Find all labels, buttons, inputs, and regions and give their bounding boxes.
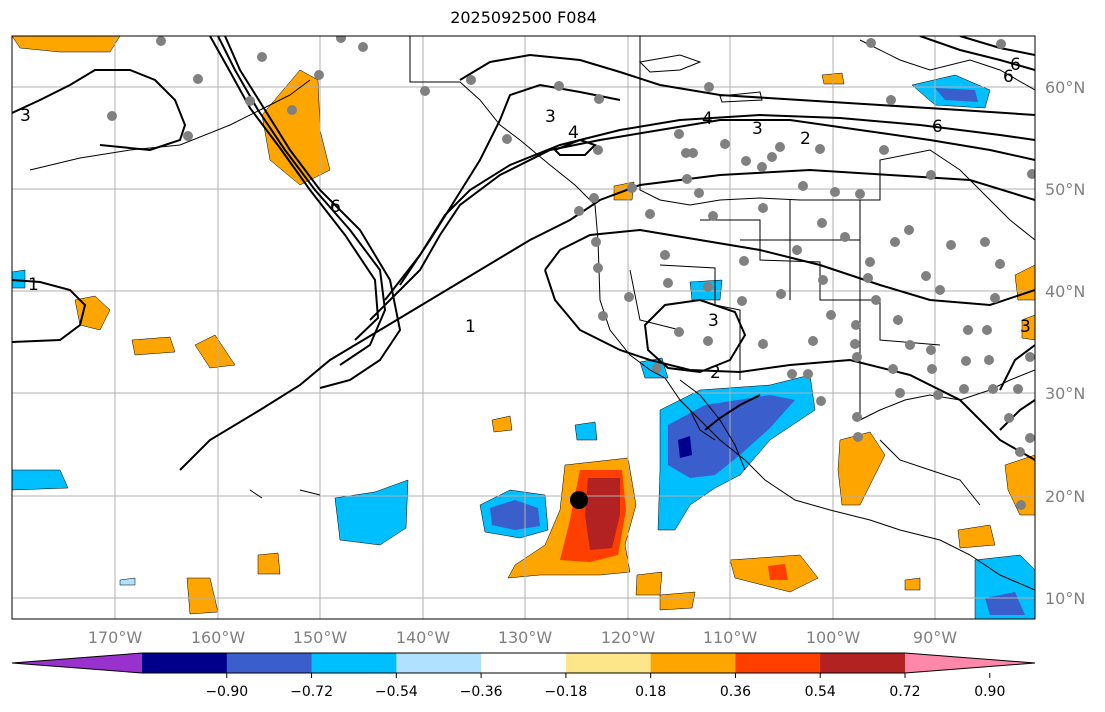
colorbar-tick-label: −0.18: [544, 684, 587, 700]
contour-label: 6: [1010, 55, 1021, 75]
colorbar-bin: [226, 653, 313, 673]
lat-tick-label: 30°N: [1045, 384, 1085, 403]
contour-label: 4: [568, 123, 579, 143]
colorbar-bin: [820, 653, 906, 673]
lon-tick-label: 170°W: [88, 628, 143, 647]
colorbar-bin: [735, 653, 821, 673]
negative-anomaly: [574, 421, 598, 441]
anomaly-shading: [12, 36, 1035, 619]
positive-anomaly: [635, 571, 663, 596]
lon-tick-label: 110°W: [703, 628, 758, 647]
positive-anomaly: [12, 36, 121, 53]
map-frame: [11, 35, 1036, 620]
colorbar-bin: [396, 653, 482, 673]
colorbar-bin: [565, 653, 652, 673]
lon-tick-label: 90°W: [913, 628, 957, 647]
negative-anomaly: [678, 436, 692, 458]
positive-anomaly: [1021, 314, 1035, 341]
colorbar-tick-label: 0.54: [805, 684, 836, 700]
contour-lines: [12, 36, 1035, 471]
contour-label: 1: [28, 275, 39, 295]
lon-tick-label: 160°W: [191, 628, 246, 647]
longitude-labels: 170°W 160°W 150°W 140°W 130°W 120°W 110°…: [88, 628, 957, 647]
graticule: [12, 36, 1035, 619]
positive-anomaly: [659, 591, 696, 611]
colorbar-bin: [142, 653, 228, 673]
negative-anomaly: [12, 469, 69, 491]
positive-anomaly: [194, 334, 236, 369]
lon-tick-label: 130°W: [498, 628, 553, 647]
lon-tick-label: 140°W: [396, 628, 451, 647]
positive-anomaly: [837, 431, 886, 506]
negative-anomaly: [935, 88, 978, 102]
positive-anomaly: [768, 564, 788, 580]
contour-label: 6: [932, 117, 943, 137]
negative-anomaly: [668, 395, 795, 478]
colorbar-tick-label: −0.36: [460, 684, 503, 700]
contour-label: 6: [330, 197, 341, 217]
positive-anomaly: [261, 69, 331, 186]
colorbar-extend-low: [12, 653, 142, 673]
colorbar-tick-label: 0.90: [974, 684, 1005, 700]
storm-center-marker: [570, 491, 588, 509]
positive-anomaly: [904, 577, 921, 591]
contour-label-group: 3 6 3 4 4 3 2 6 6 1 1 3 2 3 6: [20, 55, 1031, 383]
colorbar-tick-label: 0.36: [720, 684, 751, 700]
colorbar-tick-label: −0.54: [375, 684, 418, 700]
lat-tick-label: 10°N: [1045, 589, 1085, 608]
positive-anomaly: [257, 552, 281, 575]
positive-anomaly: [957, 524, 996, 549]
contour-label: 1: [465, 317, 476, 337]
colorbar-tick-label: 0.72: [889, 684, 920, 700]
map-title: 2025092500 F084: [450, 8, 597, 27]
lon-tick-label: 100°W: [806, 628, 861, 647]
lat-tick-label: 20°N: [1045, 487, 1085, 506]
colorbar-outline: [11, 652, 1036, 674]
positive-anomaly: [491, 415, 513, 433]
colorbar-tick-label: 0.18: [635, 684, 666, 700]
colorbar-tick-label: −0.72: [290, 684, 333, 700]
contour-label: 2: [800, 129, 811, 149]
lat-tick-label: 50°N: [1045, 180, 1085, 199]
negative-anomaly: [119, 577, 136, 586]
colorbar-tick-label: −0.90: [205, 684, 248, 700]
contour-label: 3: [752, 119, 763, 139]
station-markers: [107, 36, 1035, 510]
contour-label: 3: [1020, 317, 1031, 337]
latitude-labels: 60°N 50°N 40°N 30°N 20°N 10°N: [1045, 78, 1085, 608]
colorbar-bin: [481, 653, 567, 673]
lat-tick-label: 60°N: [1045, 78, 1085, 97]
lat-tick-label: 40°N: [1045, 282, 1085, 301]
contour-label: 2: [710, 363, 721, 383]
positive-anomaly: [131, 336, 176, 356]
contour-label: 3: [708, 311, 719, 331]
colorbar-bin: [311, 653, 397, 673]
negative-anomaly: [490, 500, 540, 530]
contour-label: 3: [545, 107, 556, 127]
colorbar: −0.90 −0.72 −0.54 −0.36 −0.18 0.18 0.36 0.54 0.7…: [11, 652, 1036, 700]
lon-tick-label: 150°W: [293, 628, 348, 647]
contour-label: 4: [702, 109, 713, 129]
colorbar-extend-high: [905, 653, 1035, 673]
colorbar-bin: [650, 653, 736, 673]
contour-label: 6: [1003, 67, 1014, 87]
contour-label: 3: [20, 106, 31, 126]
negative-anomaly: [12, 269, 26, 289]
lon-tick-label: 120°W: [601, 628, 656, 647]
